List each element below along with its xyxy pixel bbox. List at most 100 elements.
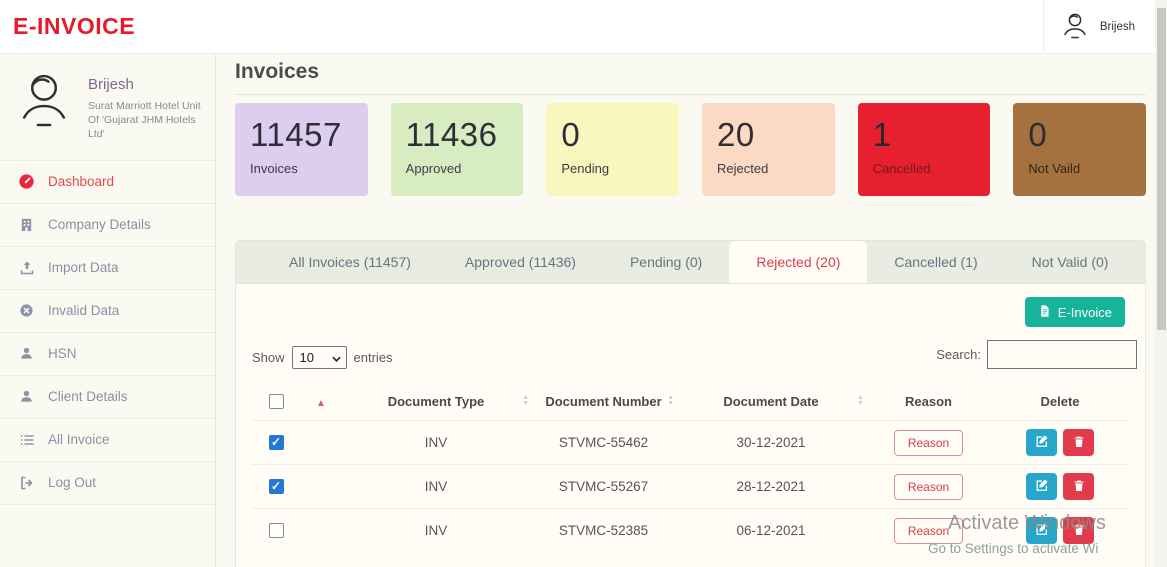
e-invoice-button[interactable]: E-Invoice [1024,297,1125,327]
invoice-tabs: All Invoices (11457) Approved (11436) Pend… [235,240,1146,284]
column-header-document-number[interactable]: Document Number ▲ ▼ [531,394,676,409]
e-invoice-file-icon [1038,304,1051,321]
sidebar-item-label: Dashboard [48,174,115,190]
sidebar-item[interactable]: All Invoice [0,419,215,462]
table-row: INV STVMC-52385 06-12-2021 Reason [251,508,1129,552]
select-all-checkbox[interactable] [268,393,284,409]
row-checkbox[interactable] [268,435,284,450]
table-header-row: ▲ Document Type ▲ ▼ Document Number ▲ ▼ Docu… [251,382,1129,420]
stat-card-value: 11436 [405,116,498,153]
sidebar-item[interactable]: Company Details [0,204,215,247]
e-invoice-button-label: E-Invoice [1057,304,1112,320]
sidebar-item-label: Log Out [48,475,97,491]
invoice-tab[interactable]: Pending (0) [629,254,703,270]
stat-card-label: Rejected [717,161,769,176]
document-date-cell: 30-12-2021 [736,435,806,450]
stat-card-value: 1 [872,116,892,153]
sidebar-item[interactable]: Dashboard [0,161,215,204]
reason-button[interactable]: Reason [893,473,964,500]
app-logo[interactable]: E-INVOICE [13,13,136,39]
trash-icon [1073,523,1085,539]
sidebar-item[interactable]: Import Data [0,247,215,290]
sidebar-item[interactable]: Log Out [0,462,215,505]
stat-card[interactable]: 0 Pending [546,103,680,196]
stat-card[interactable]: 20 Rejected [702,103,835,196]
trash-icon [1073,435,1085,451]
top-bar: E-INVOICE Brijesh [0,0,1155,54]
user-menu[interactable]: Brijesh [1042,0,1135,54]
table-row: INV STVMC-55267 28-12-2021 Reason [251,464,1129,508]
search-input[interactable] [987,340,1137,369]
invoice-tab[interactable]: All Invoices (11457) [289,254,411,270]
sort-icon[interactable]: ▲ ▼ [667,394,674,407]
invoice-tab[interactable]: Approved (11436) [464,254,576,270]
document-date-cell: 06-12-2021 [736,523,806,538]
sidebar-item-label: Import Data [48,260,119,276]
column-header-document-type[interactable]: Document Type ▲ ▼ [341,394,531,409]
page-size-value: 10 [299,350,314,365]
stat-card-label: Invoices [250,161,298,176]
delete-button[interactable] [1063,517,1094,544]
stat-card-value: 0 [1028,116,1048,153]
page-size-control: Show 10 entries [252,346,393,369]
document-type-cell: INV [424,523,448,538]
sort-icon[interactable]: ▲ ▼ [522,394,529,407]
invoice-tab[interactable]: Cancelled (1) [894,254,978,270]
column-label: Reason [905,393,952,409]
sort-icon[interactable]: ▲ ▼ [857,394,864,407]
sidebar-item-label: Company Details [48,217,151,233]
sidebar-item-label: HSN [48,346,77,362]
delete-button[interactable] [1063,429,1094,456]
sidebar-item-label: Invalid Data [48,303,120,319]
stat-card-label: Pending [561,161,610,176]
chevron-down-icon [331,350,341,365]
tab-panel: E-Invoice Show 10 entries Search: ▲ Docu… [235,284,1146,567]
sidebar-item-icon [18,474,35,491]
edit-button[interactable] [1026,429,1057,456]
column-label: Delete [1040,393,1080,409]
edit-button[interactable] [1026,517,1057,544]
table-row: INV STVMC-55462 30-12-2021 Reason [251,420,1129,464]
entries-label: entries [353,350,393,365]
document-number-cell: STVMC-55267 [558,479,649,494]
search-label: Search: [936,347,981,362]
row-checkbox[interactable] [268,479,284,494]
document-number-cell: STVMC-52385 [558,523,649,538]
delete-button[interactable] [1063,473,1094,500]
search-control: Search: [936,340,1137,369]
invoice-tab[interactable]: Rejected (20) [729,241,868,283]
reason-button[interactable]: Reason [893,429,964,456]
sidebar-item[interactable]: Invalid Data [0,290,215,333]
document-type-cell: INV [424,479,448,494]
sidebar-item-icon [18,345,35,362]
sidebar-item-icon [18,259,35,276]
user-avatar-icon [1060,10,1090,45]
page-size-select[interactable]: 10 [291,346,347,369]
stat-card-label: Approved [405,161,462,176]
vertical-scrollbar[interactable] [1155,0,1167,567]
column-label: Document Date [723,393,819,409]
show-label: Show [252,350,285,365]
sort-active-icon[interactable]: ▲ [316,397,326,409]
scrollbar-thumb[interactable] [1156,8,1166,330]
sidebar-item[interactable]: Client Details [0,376,215,419]
stat-cards: 11457 Invoices 11436 Approved 0 Pending … [235,103,1147,196]
sidebar-item-icon [18,216,35,233]
reason-button[interactable]: Reason [893,517,964,544]
sidebar-item-icon [18,302,35,319]
stat-card[interactable]: 1 Cancelled [857,103,991,196]
sidebar-item[interactable]: HSN [0,333,215,376]
sidebar-menu: Dashboard Company Details Import Data In… [0,161,215,505]
invoice-tab[interactable]: Not Valid (0) [1031,254,1109,270]
sidebar-item-label: All Invoice [48,432,110,448]
stat-card[interactable]: 0 Not Vaild [1013,103,1147,196]
invoices-table: ▲ Document Type ▲ ▼ Document Number ▲ ▼ Docu… [251,382,1129,552]
stat-card[interactable]: 11436 Approved [390,103,524,196]
edit-button[interactable] [1026,473,1057,500]
stat-card[interactable]: 11457 Invoices [235,103,368,196]
row-checkbox[interactable] [268,523,284,538]
edit-pencil-icon [1035,434,1049,451]
page-title: Invoices [235,60,320,83]
column-header-document-date[interactable]: Document Date ▲ ▼ [676,394,866,409]
